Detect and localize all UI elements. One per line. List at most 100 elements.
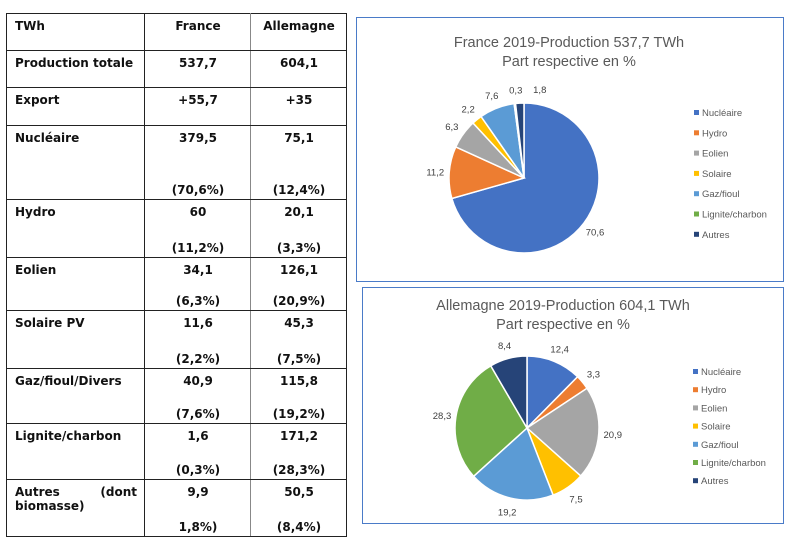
production-table: TWh France Allemagne Production totale 537,7…: [6, 13, 347, 537]
allemagne-chart: Allemagne 2019-Production 604,1 TWh Part …: [362, 287, 784, 524]
data-label: 70,6: [586, 228, 605, 239]
legend-swatch: [694, 110, 699, 115]
chart-title: France 2019-Production 537,7 TWh: [454, 35, 684, 51]
legend-swatch: [693, 460, 698, 465]
pie-slice: [514, 102, 525, 179]
pie-slice: [454, 364, 528, 478]
table-row: Hydro 60 (11,2%) 20,1 (3,3%): [6, 199, 347, 258]
row-label: Autres (dont biomasse): [15, 485, 137, 513]
legend-label: Nucléaire: [701, 367, 741, 378]
table-row: Gaz/fioul/Divers 40,9 (7,6%) 115,8 (19,2%): [6, 368, 347, 424]
percent-cell: (0,3%): [175, 463, 221, 477]
percent-cell: (7,5%): [276, 352, 322, 366]
value-cell: 11,6: [183, 316, 213, 330]
legend-swatch: [693, 369, 698, 374]
legend-label: Autres: [702, 230, 730, 241]
table-header-row: TWh France Allemagne: [6, 13, 347, 51]
value-cell: 50,5: [284, 485, 314, 499]
value-cell: 379,5: [179, 131, 217, 145]
legend-swatch: [693, 387, 698, 393]
column-header: TWh: [15, 19, 45, 33]
data-label: 8,4: [498, 341, 511, 352]
percent-cell: (2,2%): [175, 352, 221, 366]
legend-label: Solaire: [701, 422, 731, 433]
legend-swatch: [694, 191, 699, 197]
value-cell: 9,9: [187, 485, 209, 499]
value-cell: 1,6: [187, 429, 209, 443]
chart-subtitle: Part respective en %: [502, 54, 636, 70]
percent-cell: 1,8%): [178, 520, 218, 534]
row-label: Gaz/fioul/Divers: [15, 374, 122, 388]
value-cell: +55,7: [178, 93, 218, 107]
pie-slice: [472, 426, 555, 501]
legend-label: Solaire: [702, 169, 732, 180]
value-cell: 126,1: [280, 263, 318, 277]
data-label: 2,2: [462, 105, 475, 116]
percent-cell: (70,6%): [171, 183, 225, 197]
value-cell: 75,1: [284, 131, 314, 145]
row-label: Solaire PV: [15, 316, 85, 330]
legend-label: Lignite/charbon: [701, 458, 766, 469]
table-row: Autres (dont biomasse) 9,9 1,8%) 50,5 (8,4%): [6, 479, 347, 537]
legend-swatch: [694, 130, 699, 136]
table-row: Nucléaire 379,5 (70,6%) 75,1 (12,4%): [6, 125, 347, 200]
legend-swatch: [694, 150, 699, 156]
percent-cell: (28,3%): [272, 463, 326, 477]
data-label: 19,2: [498, 508, 517, 519]
percent-cell: (6,3%): [175, 294, 221, 308]
legend-swatch: [694, 211, 699, 217]
data-label: 0,3: [509, 86, 522, 97]
percent-cell: (19,2%): [272, 407, 326, 421]
legend-label: Gaz/fioul: [702, 189, 740, 200]
table-row: Solaire PV 11,6 (2,2%) 45,3 (7,5%): [6, 310, 347, 369]
column-header: France: [175, 19, 221, 33]
table-row: Eolien 34,1 (6,3%) 126,1 (20,9%): [6, 257, 347, 311]
value-cell: 60: [189, 205, 207, 219]
value-cell: 537,7: [179, 56, 217, 70]
data-label: 7,6: [485, 91, 498, 102]
percent-cell: (11,2%): [171, 241, 225, 255]
pie-slice: [525, 387, 600, 478]
row-label: Export: [15, 93, 60, 107]
chart-subtitle: Part respective en %: [496, 317, 630, 333]
row-label: Production totale: [15, 56, 134, 70]
data-label: 7,5: [569, 495, 582, 506]
value-cell: 115,8: [280, 374, 318, 388]
table-row: Lignite/charbon 1,6 (0,3%) 171,2 (28,3%): [6, 423, 347, 480]
table-row: Production totale 537,7 604,1: [6, 50, 347, 88]
legend-label: Gaz/fioul: [701, 440, 739, 451]
legend-label: Lignite/charbon: [702, 210, 767, 221]
data-label: 11,2: [426, 167, 444, 178]
data-label: 12,4: [550, 344, 569, 355]
row-label: Hydro: [15, 205, 56, 219]
legend-swatch: [694, 231, 699, 237]
legend-swatch: [694, 170, 699, 176]
row-label: Lignite/charbon: [15, 429, 122, 443]
value-cell: 40,9: [183, 374, 213, 388]
percent-cell: (20,9%): [272, 294, 326, 308]
allemagne-pie-svg: Allemagne 2019-Production 604,1 TWh Part …: [433, 298, 766, 519]
legend-label: Autres: [701, 476, 729, 487]
data-label: 20,9: [604, 430, 623, 441]
legend-swatch: [693, 478, 698, 484]
value-cell: 171,2: [280, 429, 318, 443]
row-label: Nucléaire: [15, 131, 80, 145]
legend-label: Nucléaire: [702, 108, 742, 119]
pie-slice: [489, 355, 528, 431]
france-chart: France 2019-Production 537,7 TWh Part res…: [356, 17, 784, 282]
chart-title: Allemagne 2019-Production 604,1 TWh: [436, 298, 690, 314]
row-label: Eolien: [15, 263, 57, 277]
column-header: Allemagne: [263, 19, 335, 33]
legend-swatch: [693, 405, 698, 411]
legend-label: Eolien: [701, 403, 727, 414]
value-cell: 20,1: [284, 205, 314, 219]
data-label: 1,8: [533, 85, 546, 96]
legend-swatch: [693, 441, 698, 447]
legend-label: Hydro: [701, 385, 726, 396]
percent-cell: (7,6%): [175, 407, 221, 421]
legend-label: Eolien: [702, 149, 728, 160]
percent-cell: (12,4%): [272, 183, 326, 197]
france-pie-svg: France 2019-Production 537,7 TWh Part res…: [426, 35, 767, 254]
percent-cell: (3,3%): [276, 241, 322, 255]
data-label: 6,3: [445, 122, 458, 133]
